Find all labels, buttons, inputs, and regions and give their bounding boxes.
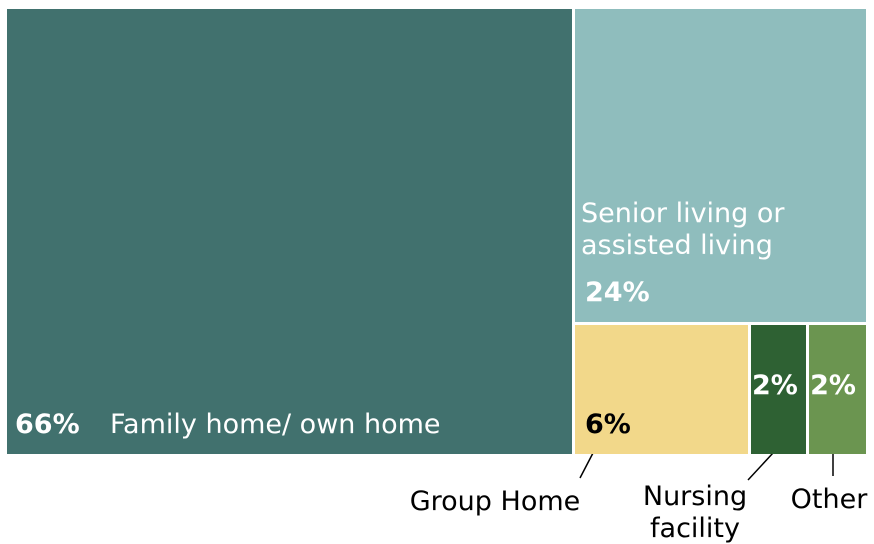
treemap-cell (575, 324, 748, 454)
value-label: 66% (15, 409, 80, 440)
category-label: Other (790, 484, 868, 515)
leader-line (747, 452, 774, 481)
leader-line (579, 452, 594, 479)
treemap-cell (750, 324, 807, 454)
value-label: 24% (585, 277, 650, 308)
treemap-cell (809, 324, 866, 454)
category-label: Senior living or assisted living (581, 198, 785, 261)
category-label: Family home/ own home (110, 409, 441, 440)
value-label: 2% (752, 370, 798, 401)
value-label: 6% (585, 409, 631, 440)
category-label: Nursing facility (642, 481, 748, 544)
value-label: 2% (810, 370, 856, 401)
category-label: Group Home (409, 486, 581, 517)
treemap-cell (7, 9, 573, 454)
treemap-cell (575, 9, 866, 322)
